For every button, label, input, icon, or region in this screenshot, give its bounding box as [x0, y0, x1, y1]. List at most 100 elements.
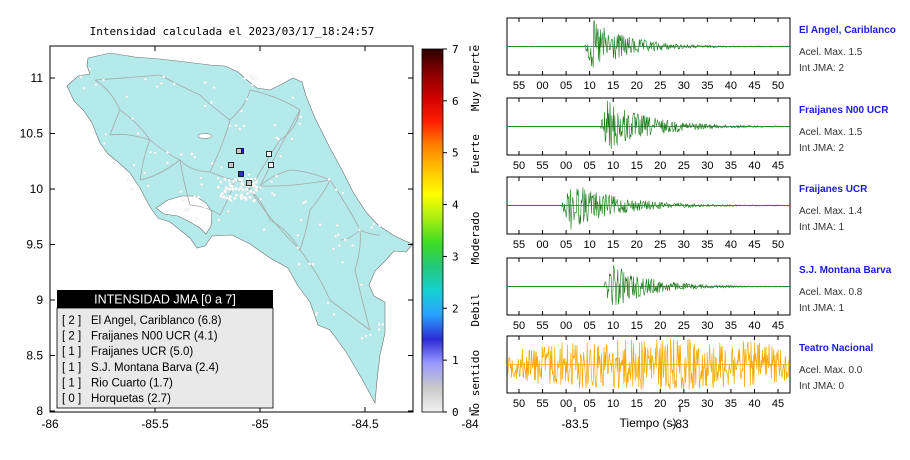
station-marker-montana-barva[interactable]: [246, 180, 252, 186]
waveform-x-tick-label: 10: [607, 160, 619, 172]
colorbar-tick-label: 7: [452, 43, 459, 56]
legend-item: [ 1 ] S.J. Montana Barva (2.4): [62, 362, 219, 374]
station-marker-horquetas-1[interactable]: [266, 151, 272, 157]
waveform-x-tick-label: 45: [772, 320, 784, 332]
waveform-int-jma: Int JMA: 2: [799, 63, 844, 74]
waveform-station-name: El Angel, Cariblanco: [799, 25, 896, 36]
waveform-x-tick-label: 25: [678, 320, 690, 332]
waveform-acel-max: Acel. Max. 0.8: [799, 287, 863, 298]
waveform-x-tick-label: 05: [584, 320, 596, 332]
map-y-tick-label: 10: [30, 182, 44, 196]
station-marker-fraijanes-n00[interactable]: [238, 171, 244, 177]
waveform-station-name: Fraijanes UCR: [799, 184, 868, 195]
colorbar-tick-label: 5: [452, 147, 459, 160]
waveform-x-tick-label: 20: [654, 160, 666, 172]
waveform-panel: 50 55 00 05 10 15 20 25 30 35 40 45 Teatro Nacional A…: [506, 335, 873, 410]
station-marker-fraijanes[interactable]: [228, 162, 234, 168]
station-marker-rio-cuarto[interactable]: [236, 148, 242, 154]
legend-item-level: [ 1 ]: [62, 346, 81, 358]
colorbar-level-label: Debil: [469, 293, 482, 326]
waveform-x-tick-label: 05: [584, 160, 596, 172]
waveform-x-tick-label: 45: [772, 398, 784, 410]
legend-item-name: Rio Cuarto (1.7): [91, 377, 173, 389]
colorbar: 0 1 2 3 4 5 6 7 Muy Fuerte Fuerte Moderado Debil No…: [421, 43, 482, 419]
waveform-station-name: Fraijanes N00 UCR: [799, 105, 889, 116]
map-x-tick-label: -83.5: [561, 417, 589, 431]
station-marker-horquetas-2[interactable]: [268, 162, 274, 168]
colorbar-tick-label: 2: [452, 302, 459, 315]
legend-item-level: [ 1 ]: [62, 377, 81, 389]
legend-item: [ 1 ] Rio Cuarto (1.7): [62, 377, 173, 389]
map-axes: -86 -85.5 -85 -84.5 -84 -83.5 -831110.5109.598…: [20, 46, 689, 431]
waveform-x-tick-label: 20: [631, 239, 643, 251]
waveform-x-tick-label: 30: [678, 80, 690, 92]
waveform-x-tick-label: 20: [654, 398, 666, 410]
waveform-x-tick-label: 25: [678, 398, 690, 410]
waveform-station-name: Teatro Nacional: [799, 343, 873, 354]
colorbar-tick-label: 4: [452, 199, 459, 212]
waveform-x-tick-label: 15: [607, 239, 619, 251]
legend-item-name: Horquetas (2.7): [91, 393, 171, 405]
legend-item-level: [ 2 ]: [62, 315, 81, 327]
figure-title: Intensidad calculada el 2023/03/17_18:24…: [90, 25, 375, 38]
map-x-tick-label: -83: [671, 417, 689, 431]
waveform-x-tick-label: 30: [701, 398, 713, 410]
waveform-panel: 50 55 00 05 10 15 20 25 30 35 40 45 S.J. Montana Bar…: [506, 257, 892, 332]
waveform-x-tick-label: 35: [725, 160, 737, 172]
legend-item-level: [ 0 ]: [62, 393, 81, 405]
waveform-acel-max: Acel. Max. 0.0: [799, 365, 863, 376]
waveform-x-tick-label: 05: [584, 398, 596, 410]
waveform-int-jma: Int JMA: 1: [799, 303, 844, 314]
waveform-x-tick-label: 40: [725, 239, 737, 251]
colorbar-level-label: No sentido: [469, 350, 482, 416]
waveform-x-tick-label: 15: [631, 398, 643, 410]
waveform-panels: 55 00 05 10 15 20 25 30 35 40 45 50 El Angel, Caribl…: [506, 17, 896, 410]
waveform-x-tick-label: 10: [584, 80, 596, 92]
waveform-panel: 50 55 00 05 10 15 20 25 30 35 40 45 Fraijanes N00 UC…: [506, 97, 889, 172]
waveform-int-jma: Int JMA: 1: [799, 222, 844, 233]
waveform-x-tick-label: 30: [701, 320, 713, 332]
colorbar-tick-label: 6: [452, 95, 459, 108]
waveform-x-tick-label: 45: [748, 239, 760, 251]
legend-item-name: Fraijanes N00 UCR (4.1): [91, 331, 218, 343]
waveform-x-tick-label: 00: [536, 80, 548, 92]
legend-header: INTENSIDAD JMA [0 a 7]: [94, 293, 236, 307]
waveform-x-tick-label: 15: [631, 160, 643, 172]
waveform-acel-max: Acel. Max. 1.5: [799, 127, 863, 138]
station-markers: [228, 148, 274, 186]
waveform-x-tick-label: 55: [536, 320, 548, 332]
legend-item-level: [ 2 ]: [62, 331, 81, 343]
waveform-x-tick-label: 00: [536, 239, 548, 251]
waveform-x-tick-label: 35: [725, 320, 737, 332]
map-frame: [49, 45, 414, 413]
colorbar-level-label: Fuerte: [469, 134, 482, 174]
waveform-x-tick-label: 00: [560, 320, 572, 332]
waveform-x-tick-label: 55: [513, 239, 525, 251]
waveform-x-tick-label: 25: [678, 160, 690, 172]
waveform-x-tick-label: 10: [607, 398, 619, 410]
waveform-x-tick-label: 40: [725, 80, 737, 92]
waveform-x-tick-label: 35: [701, 80, 713, 92]
legend-items: [ 2 ] El Angel, Cariblanco (6.8) [ 2 ] Frai…: [62, 315, 222, 405]
lake-arenal: [197, 133, 213, 139]
colorbar-gradient: [421, 48, 444, 413]
map-x-tick-label: -84: [461, 417, 479, 431]
waveform-x-tick-label: 30: [678, 239, 690, 251]
waveform-int-jma: Int JMA: 2: [799, 143, 844, 154]
waveform-x-tick-label: 20: [631, 80, 643, 92]
waveform-x-tick-label: 30: [701, 160, 713, 172]
map-y-tick-label: 9.5: [26, 238, 43, 252]
gulf-of-nicoya: [155, 195, 213, 235]
colorbar-tick-label: 0: [452, 406, 459, 419]
waveform-x-tick-label: 35: [701, 239, 713, 251]
waveform-x-tick-label: 25: [654, 80, 666, 92]
legend-item-level: [ 1 ]: [62, 362, 81, 374]
map-x-tick-label: -85: [251, 417, 269, 431]
map-x-tick-label: -85.5: [141, 417, 169, 431]
waveform-x-tick-label: 00: [560, 398, 572, 410]
waveform-x-tick-label: 20: [654, 320, 666, 332]
legend-item-name: Fraijanes UCR (5.0): [91, 346, 193, 358]
map-y-tick-label: 8.5: [26, 349, 43, 363]
waveform-x-tick-label: 40: [748, 398, 760, 410]
